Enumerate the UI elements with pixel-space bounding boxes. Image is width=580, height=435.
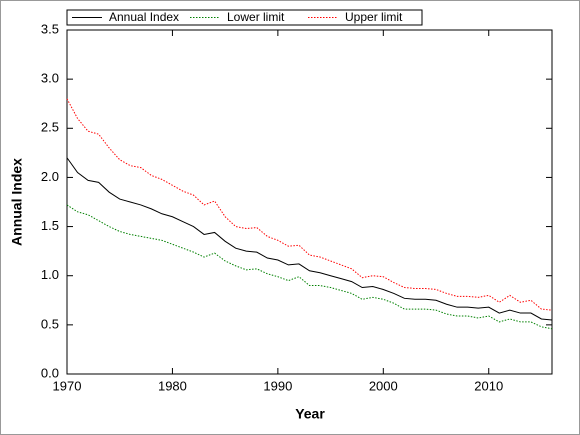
legend: [66, 9, 423, 26]
x-tick-label: 1970: [53, 378, 82, 393]
series-line: [66, 204, 553, 330]
y-tick-label: 1.0: [41, 267, 59, 282]
x-axis-label: Year: [295, 406, 325, 422]
y-tick-label: 1.5: [41, 218, 59, 233]
legend-label: Annual Index: [109, 10, 179, 24]
series-line: [66, 98, 553, 311]
x-tick-label: 2000: [369, 378, 398, 393]
x-tick-label: 1990: [263, 378, 292, 393]
plot-area: [66, 29, 553, 375]
y-tick-label: 2.0: [41, 169, 59, 184]
y-tick-label: 3.0: [41, 71, 59, 86]
y-tick-label: 3.5: [41, 21, 59, 36]
series-line: [66, 157, 553, 321]
y-tick-label: 0.0: [41, 365, 59, 380]
y-tick-label: 0.5: [41, 316, 59, 331]
legend-label: Lower limit: [227, 10, 285, 24]
x-tick-label: 2010: [474, 378, 503, 393]
y-axis-label: Annual Index: [9, 158, 25, 246]
x-tick-label: 1980: [158, 378, 187, 393]
y-tick-label: 2.5: [41, 120, 59, 135]
legend-label: Upper limit: [345, 10, 403, 24]
